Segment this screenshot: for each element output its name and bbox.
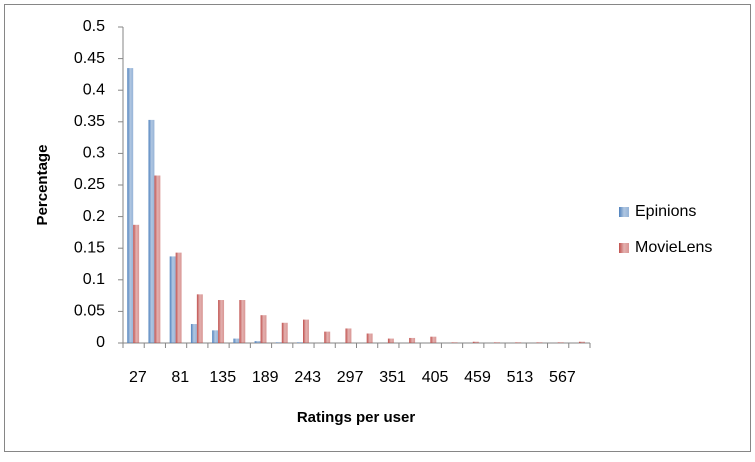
x-tick-label: 351 (379, 369, 406, 386)
y-tick-label: 0.3 (83, 145, 105, 162)
y-tick-label: 0.15 (74, 239, 105, 256)
legend-label: Epinions (635, 203, 696, 220)
x-tick-label: 567 (549, 369, 576, 386)
bar (366, 333, 373, 343)
y-tick-label: 0.4 (83, 81, 105, 98)
bar (451, 342, 458, 343)
bar (127, 68, 134, 343)
x-tick-label: 243 (294, 369, 321, 386)
bar (430, 336, 437, 343)
y-tick-label: 0.5 (83, 18, 105, 35)
bar (303, 319, 309, 343)
x-tick-label: 513 (507, 369, 534, 386)
bar (169, 256, 176, 343)
bar (297, 342, 304, 343)
legend-label: MovieLens (635, 239, 712, 256)
y-tick-label: 0.2 (83, 208, 105, 225)
y-tick-label: 0 (96, 334, 105, 351)
bar (275, 342, 282, 343)
x-tick-label: 405 (422, 369, 449, 386)
bar (557, 342, 564, 343)
bar (190, 324, 197, 343)
bar (175, 252, 182, 343)
bar (345, 328, 352, 343)
x-tick-label: 297 (337, 369, 364, 386)
y-tick-label: 0.35 (74, 113, 105, 130)
bar (472, 341, 479, 343)
bar (494, 342, 500, 343)
bar (212, 330, 219, 343)
y-tick-label: 0.05 (74, 303, 105, 320)
x-tick-label: 27 (129, 369, 147, 386)
bar (536, 342, 543, 343)
legend-swatch (619, 243, 629, 253)
bar (133, 224, 140, 343)
bar (578, 341, 585, 343)
legend-swatch (619, 207, 629, 217)
x-tick-label: 459 (464, 369, 491, 386)
bar (281, 322, 288, 343)
bar (254, 341, 261, 343)
bar (409, 337, 416, 343)
y-axis-title: Percentage (34, 145, 51, 226)
x-axis-title: Ratings per user (297, 409, 416, 426)
bar (148, 119, 155, 344)
bar (260, 315, 267, 343)
y-tick-label: 0.45 (74, 50, 105, 67)
x-tick-label: 81 (171, 369, 189, 386)
chart-frame (4, 4, 751, 452)
x-tick-label: 135 (209, 369, 236, 386)
x-tick-label: 189 (252, 369, 279, 386)
bar (324, 331, 331, 343)
bar (154, 175, 161, 343)
y-tick-label: 0.25 (74, 176, 105, 193)
y-tick-label: 0.1 (83, 271, 105, 288)
bar (239, 300, 246, 343)
bar (515, 342, 522, 343)
bar (218, 300, 225, 343)
bar (233, 338, 240, 343)
bar (387, 338, 394, 343)
bar (196, 294, 203, 343)
